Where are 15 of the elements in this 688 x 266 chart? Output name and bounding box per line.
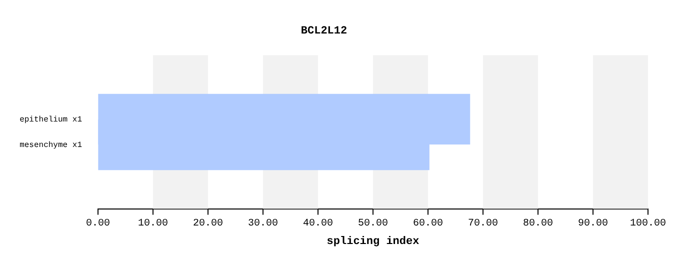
x-tick-label: 90.00 <box>578 218 608 230</box>
y-tick-label: mesenchyme x1 <box>20 140 82 150</box>
x-axis-title: splicing index <box>326 236 420 248</box>
x-tick-label: 40.00 <box>302 218 334 230</box>
x-tick-label: 60.00 <box>412 218 444 230</box>
x-tick-label: 80.00 <box>522 218 554 230</box>
x-tick-label: 50.00 <box>358 218 388 230</box>
chart-title: BCL2L12 <box>300 25 348 38</box>
x-tick-label: 70.00 <box>468 218 498 230</box>
x-tick-label: 10.00 <box>138 218 168 230</box>
y-tick-label: epithelium x1 <box>20 115 82 124</box>
x-tick-label: 30.00 <box>248 218 278 230</box>
x-tick-label: 20.00 <box>192 218 224 230</box>
x-tick-label: 0.00 <box>86 218 110 230</box>
x-tick-label: 100.00 <box>630 218 666 230</box>
